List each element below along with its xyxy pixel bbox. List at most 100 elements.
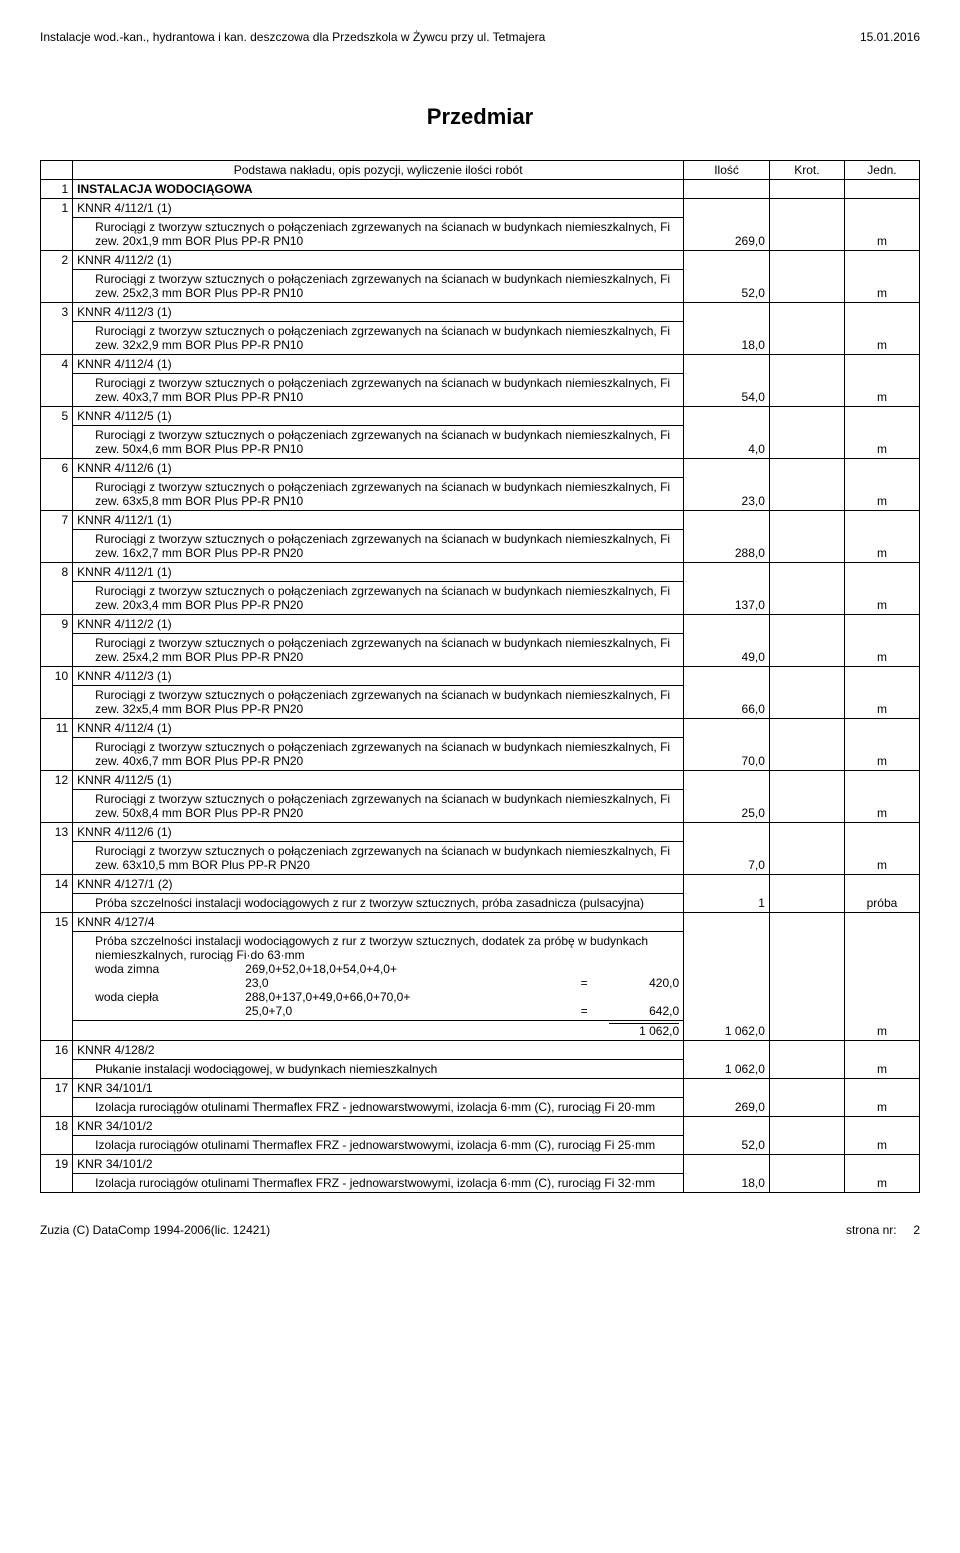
row-num: 16 [41,1041,73,1079]
table-row: 19KNR 34/101/2 [41,1155,920,1174]
row-code: KNNR 4/112/5 (1) [73,771,684,790]
section-title: INSTALACJA WODOCIĄGOWA [73,180,684,199]
row-code: KNNR 4/112/1 (1) [73,199,684,218]
row-code: KNNR 4/127/1 (2) [73,875,684,894]
header-date: 15.01.2016 [860,30,920,44]
row-unit: m [844,1098,919,1117]
row-desc: Rurociągi z tworzyw sztucznych o połącze… [73,426,684,459]
col-header-qty: Ilość [684,161,770,180]
row-num: 7 [41,511,73,563]
row-unit: m [844,530,919,563]
row-code: KNNR 4/112/2 (1) [73,615,684,634]
table-row: 14KNNR 4/127/1 (2) [41,875,920,894]
row-num: 14 [41,875,73,913]
row-qty: 137,0 [684,582,770,615]
table-row: 7KNNR 4/112/1 (1) [41,511,920,530]
row-num: 8 [41,563,73,615]
row-qty: 1 [684,894,770,913]
row-qty: 52,0 [684,270,770,303]
row-desc: Izolacja rurociągów otulinami Thermaflex… [73,1098,684,1117]
row-qty: 288,0 [684,530,770,563]
row-qty: 70,0 [684,738,770,771]
row-unit: m [844,1021,919,1041]
row-num: 4 [41,355,73,407]
row-num: 15 [41,913,73,1041]
table-row: Izolacja rurociągów otulinami Thermaflex… [41,1136,920,1155]
page-title: Przedmiar [40,104,920,130]
row-code: KNNR 4/127/4 [73,913,684,932]
row-code: KNNR 4/112/3 (1) [73,303,684,322]
row-unit: m [844,1136,919,1155]
row-num: 11 [41,719,73,771]
row-code: KNNR 4/112/4 (1) [73,355,684,374]
row-num: 19 [41,1155,73,1193]
row-unit: m [844,582,919,615]
row-unit: m [844,790,919,823]
table-row: Izolacja rurociągów otulinami Thermaflex… [41,1174,920,1193]
table-row: Próba szczelności instalacji wodociągowy… [41,894,920,913]
table-row: Płukanie instalacji wodociągowej, w budy… [41,1060,920,1079]
row-qty: 7,0 [684,842,770,875]
row-qty: 18,0 [684,322,770,355]
row-qty: 1 062,0 [684,1060,770,1079]
table-row: Rurociągi z tworzyw sztucznych o połącze… [41,842,920,875]
row-num: 6 [41,459,73,511]
table-row: Rurociągi z tworzyw sztucznych o połącze… [41,790,920,823]
row-unit: m [844,842,919,875]
col-header-empty [41,161,73,180]
row-desc: Rurociągi z tworzyw sztucznych o połącze… [73,582,684,615]
row-desc: Rurociągi z tworzyw sztucznych o połącze… [73,374,684,407]
row-qty: 269,0 [684,218,770,251]
section-row: 1INSTALACJA WODOCIĄGOWA [41,180,920,199]
table-row: Izolacja rurociągów otulinami Thermaflex… [41,1098,920,1117]
row-unit: m [844,1174,919,1193]
table-row: Rurociągi z tworzyw sztucznych o połącze… [41,270,920,303]
row-unit: m [844,738,919,771]
page-footer: Zuzia (C) DataComp 1994-2006(lic. 12421)… [40,1223,920,1237]
row-num: 10 [41,667,73,719]
row-desc: Rurociągi z tworzyw sztucznych o połącze… [73,322,684,355]
col-header-krot: Krot. [769,161,844,180]
table-row: 13KNNR 4/112/6 (1) [41,823,920,842]
footer-left: Zuzia (C) DataComp 1994-2006(lic. 12421) [40,1223,270,1237]
section-num: 1 [41,180,73,199]
row-desc: Próba szczelności instalacji wodociągowy… [73,894,684,913]
row-unit: próba [844,894,919,913]
row-code: KNNR 4/112/5 (1) [73,407,684,426]
row-sum-inner: 1 062,0 [73,1021,684,1041]
row-desc: Rurociągi z tworzyw sztucznych o połącze… [73,218,684,251]
table-row: 15KNNR 4/127/4 [41,913,920,932]
row-qty: 18,0 [684,1174,770,1193]
row-unit: m [844,322,919,355]
footer-right-label: strona nr: [846,1223,897,1237]
row-desc: Rurociągi z tworzyw sztucznych o połącze… [73,634,684,667]
table-row: Rurociągi z tworzyw sztucznych o połącze… [41,478,920,511]
table-row: 4KNNR 4/112/4 (1) [41,355,920,374]
row-code: KNR 34/101/2 [73,1155,684,1174]
row-qty: 54,0 [684,374,770,407]
table-row: 16KNNR 4/128/2 [41,1041,920,1060]
row-unit: m [844,374,919,407]
table-row: 2KNNR 4/112/2 (1) [41,251,920,270]
row-unit: m [844,478,919,511]
table-row: 1 062,01 062,0 m [41,1021,920,1041]
table-row: Próba szczelności instalacji wodociągowy… [41,932,920,1021]
col-header-desc: Podstawa nakładu, opis pozycji, wyliczen… [73,161,684,180]
row-desc: Rurociągi z tworzyw sztucznych o połącze… [73,270,684,303]
row-num: 9 [41,615,73,667]
row-qty: 66,0 [684,686,770,719]
row-qty: 1 062,0 [684,1021,770,1041]
row-num: 13 [41,823,73,875]
table-row: 10KNNR 4/112/3 (1) [41,667,920,686]
table-row: Rurociągi z tworzyw sztucznych o połącze… [41,582,920,615]
row-qty: 4,0 [684,426,770,459]
row-unit: m [844,218,919,251]
table-row: 11KNNR 4/112/4 (1) [41,719,920,738]
table-row: Rurociągi z tworzyw sztucznych o połącze… [41,374,920,407]
table-row: Rurociągi z tworzyw sztucznych o połącze… [41,530,920,563]
row-num: 1 [41,199,73,251]
row-desc: Rurociągi z tworzyw sztucznych o połącze… [73,478,684,511]
table-row: Rurociągi z tworzyw sztucznych o połącze… [41,634,920,667]
row-desc: Rurociągi z tworzyw sztucznych o połącze… [73,686,684,719]
row-desc: Płukanie instalacji wodociągowej, w budy… [73,1060,684,1079]
